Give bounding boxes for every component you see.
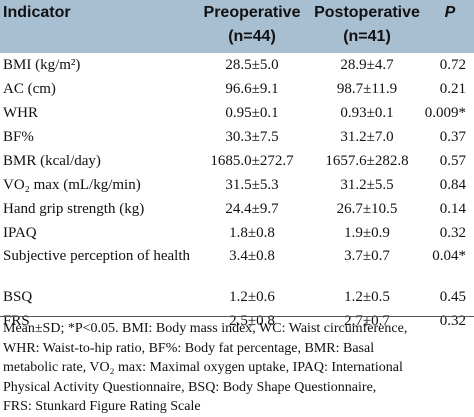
row-p-value: 0.009*	[424, 105, 466, 121]
row-preoperative: 3.4±0.8	[229, 248, 275, 264]
row-indicator: Hand grip strength (kg)	[3, 201, 145, 217]
footnote-line: WHR: Waist-to-hip ratio, BF%: Body fat p…	[3, 340, 375, 356]
table-row: FRS 2.5±0.8 2.7±0.7 0.32	[0, 309, 474, 333]
row-postoperative: 31.2±7.0	[340, 129, 394, 145]
row-indicator: BMR (kcal/day)	[3, 153, 101, 169]
row-indicator: BMI (kg/m²)	[3, 57, 81, 73]
table-row: BMI (kg/m²) 28.5±5.0 28.9±4.7 0.72	[0, 53, 474, 77]
footnote-line: Mean±SD; *P<0.05. BMI: Body mass index, …	[3, 321, 408, 336]
table-row: Subjective perception of health 3.4±0.8 3.…	[0, 245, 474, 285]
row-p-value: 0.45	[439, 289, 466, 305]
table-row: VO₂ max (mL/kg/min) 31.5±5.3 31.2±5.5 0.84	[0, 173, 474, 197]
row-postoperative: 1657.6±282.8	[325, 153, 409, 169]
row-postoperative: 98.7±11.9	[336, 81, 398, 97]
header-p-value: P	[444, 4, 456, 21]
row-postoperative: 1.9±0.9	[344, 225, 390, 241]
row-preoperative: 0.95±0.1	[225, 105, 279, 121]
row-preoperative: 31.5±5.3	[225, 177, 279, 193]
table-row: BF% 30.3±7.5 31.2±7.0 0.37	[0, 125, 474, 149]
row-indicator: FRS	[3, 313, 30, 329]
footnote-divider	[0, 316, 474, 317]
row-p-value: 0.32	[439, 313, 466, 329]
row-postoperative: 0.93±0.1	[340, 105, 394, 121]
row-postoperative: 3.7±0.7	[344, 248, 390, 264]
table-row: IPAQ 1.8±0.8 1.9±0.9 0.32	[0, 221, 474, 245]
row-preoperative: 24.4±9.7	[225, 201, 279, 217]
row-postoperative: 1.2±0.5	[344, 289, 390, 305]
row-indicator: WHR	[3, 105, 38, 121]
table-footnote: Mean±SD; *P<0.05. BMI: Body mass index, …	[3, 319, 471, 417]
table-row: BSQ 1.2±0.6 1.2±0.5 0.45	[0, 285, 474, 309]
footnote-line: metabolic rate, VO₂ max: Maximal oxygen …	[3, 360, 403, 375]
header-postoperative: Postoperative	[314, 4, 420, 21]
row-postoperative: 31.2±5.5	[340, 177, 394, 193]
row-indicator: BSQ	[3, 289, 33, 305]
row-preoperative: 96.6±9.1	[225, 81, 279, 97]
row-p-value: 0.84	[439, 177, 466, 193]
row-postoperative: 26.7±10.5	[336, 201, 398, 217]
row-preoperative: 1.8±0.8	[229, 225, 275, 241]
row-p-value: 0.37	[439, 129, 466, 145]
header-preoperative-n: (n=44)	[228, 28, 276, 45]
row-indicator: VO₂ max (mL/kg/min)	[3, 177, 141, 193]
row-indicator: AC (cm)	[3, 81, 56, 97]
table-body: BMI (kg/m²) 28.5±5.0 28.9±4.7 0.72 AC (cm) 96…	[0, 53, 474, 333]
table-row: AC (cm) 96.6±9.1 98.7±11.9 0.21	[0, 77, 474, 101]
row-p-value: 0.14	[439, 201, 466, 217]
header-preoperative: Preoperative	[203, 4, 301, 21]
row-p-value: 0.57	[439, 153, 466, 169]
row-preoperative: 1685.0±272.7	[210, 153, 294, 169]
row-p-value: 0.04*	[432, 248, 466, 264]
footnote-line: Physical Activity Questionnaire, BSQ: Bo…	[3, 379, 377, 395]
row-indicator: Subjective perception of health	[3, 248, 191, 264]
table-row: BMR (kcal/day) 1685.0±272.7 1657.6±282.8 0.…	[0, 149, 474, 173]
table-header: Indicator Preoperative (n=44) Postoperat…	[0, 0, 474, 53]
row-p-value: 0.21	[439, 81, 466, 97]
row-p-value: 0.72	[439, 57, 466, 73]
row-postoperative: 2.7±0.7	[344, 313, 390, 329]
header-indicator: Indicator	[3, 4, 71, 21]
row-preoperative: 28.5±5.0	[225, 57, 279, 73]
row-preoperative: 1.2±0.6	[229, 289, 275, 305]
row-postoperative: 28.9±4.7	[340, 57, 394, 73]
row-preoperative: 30.3±7.5	[225, 129, 279, 145]
table-row: WHR 0.95±0.1 0.93±0.1 0.009*	[0, 101, 474, 125]
row-indicator: BF%	[3, 129, 34, 145]
row-preoperative: 2.5±0.8	[229, 313, 275, 329]
row-p-value: 0.32	[439, 225, 466, 241]
footnote-line: FRS: Stunkard Figure Rating Scale	[3, 399, 201, 414]
row-indicator: IPAQ	[3, 225, 37, 241]
header-postoperative-n: (n=41)	[343, 28, 391, 45]
table-row: Hand grip strength (kg) 24.4±9.7 26.7±10.5…	[0, 197, 474, 221]
